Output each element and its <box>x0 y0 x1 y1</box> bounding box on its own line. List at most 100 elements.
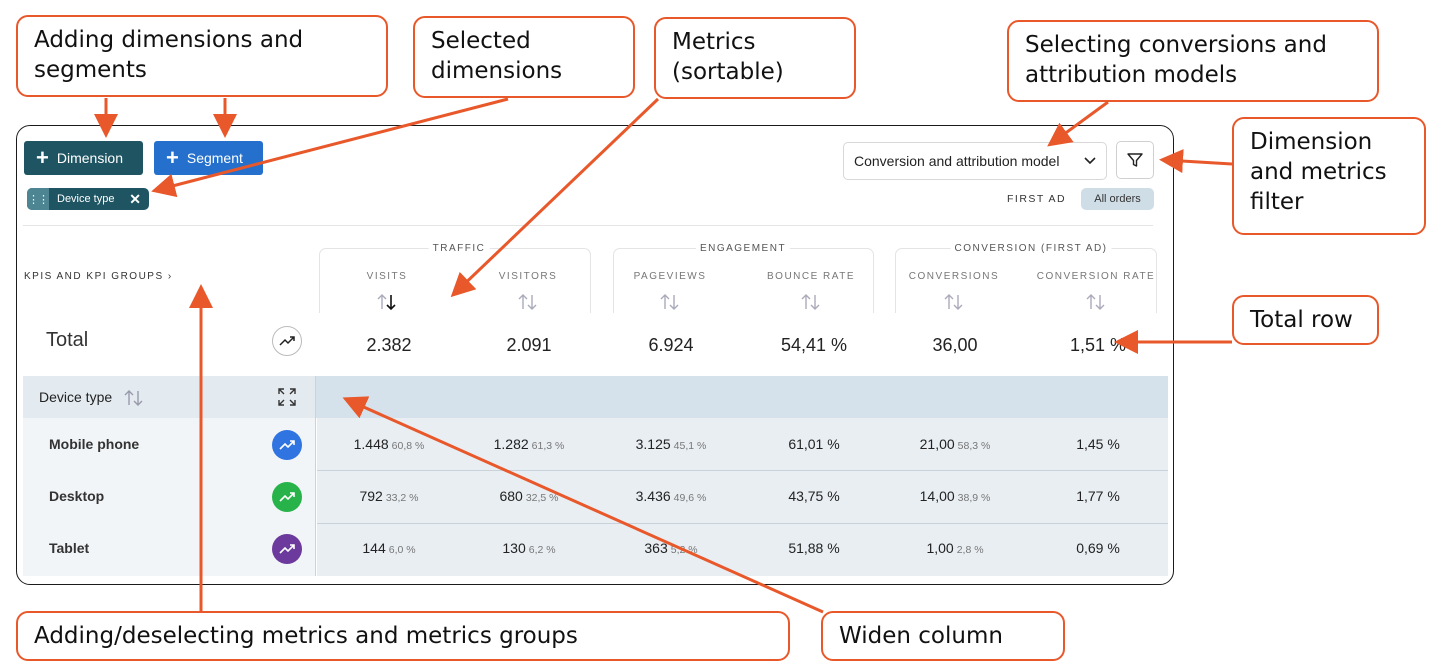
table-cell: 43,75 % <box>788 488 839 504</box>
sort-icon[interactable] <box>1084 292 1108 312</box>
metric-header-bounce-rate[interactable]: BOUNCE RATE <box>767 271 855 282</box>
cell-value: 1,45 % <box>1076 436 1120 452</box>
cell-value: 51,88 % <box>788 540 840 556</box>
close-icon[interactable]: ✕ <box>129 190 141 207</box>
add-segment-label: Segment <box>186 150 243 166</box>
drag-handle-icon[interactable]: ⋮⋮ <box>27 188 49 210</box>
cell-share: 32,5 % <box>525 492 559 504</box>
plus-icon: + <box>166 145 179 170</box>
attribution-model-label: Conversion and attribution model <box>854 153 1060 169</box>
total-pageviews: 6.924 <box>648 335 694 355</box>
total-visitors: 2.091 <box>506 335 552 355</box>
divider <box>23 225 1153 226</box>
expand-icon[interactable] <box>278 388 296 406</box>
plus-icon: + <box>36 145 49 170</box>
group-title-traffic: TRAFFIC <box>428 243 490 254</box>
cell-value: 1.282 <box>493 436 529 452</box>
metric-header-pageviews[interactable]: PAGEVIEWS <box>633 271 707 282</box>
kpi-groups-selector[interactable]: KPIS AND KPI GROUPS › <box>24 271 173 282</box>
cell-share: 45,1 % <box>673 440 707 452</box>
group-title-engagement: ENGAGEMENT <box>695 243 791 254</box>
dimension-table: Device type Mobile phone 1.448 60,8 % 1.282… <box>23 376 1169 576</box>
row-trend-button[interactable] <box>272 430 302 460</box>
trend-icon <box>279 544 295 554</box>
metric-header-conversions[interactable]: CONVERSIONS <box>908 271 1000 282</box>
cell-value: 1.448 <box>353 436 389 452</box>
cell-value: 792 <box>359 488 383 504</box>
sort-icon[interactable] <box>799 292 823 312</box>
cell-value: 130 <box>502 540 526 556</box>
filter-icon <box>1127 153 1143 167</box>
chevron-down-icon <box>1084 157 1096 165</box>
row-label: Tablet <box>49 540 90 556</box>
cell-value: 14,00 <box>919 488 955 504</box>
callout-adding-dimensions: Adding dimensions and segments <box>16 15 388 97</box>
all-orders-toggle[interactable]: All orders <box>1081 188 1154 210</box>
sort-icon[interactable] <box>516 292 540 312</box>
sort-icon[interactable] <box>658 292 682 312</box>
report-panel: + Dimension + Segment ⋮⋮ Device type ✕ C… <box>16 125 1174 585</box>
metric-header-visits[interactable]: VISITS <box>366 271 408 282</box>
total-visits: 2.382 <box>366 335 412 355</box>
cell-value: 1,77 % <box>1076 488 1120 504</box>
table-cell: 1.448 60,8 % <box>354 436 425 452</box>
add-dimension-label: Dimension <box>56 150 123 166</box>
table-cell: 680 32,5 % <box>499 488 558 504</box>
table-cell: 1,77 % <box>1076 488 1120 504</box>
cell-value: 3.436 <box>635 488 671 504</box>
callout-widen-column: Widen column <box>821 611 1065 661</box>
cell-value: 1,00 <box>926 540 954 556</box>
selected-dimension-chip[interactable]: ⋮⋮ Device type ✕ <box>27 188 149 210</box>
dimension-header-title: Device type <box>39 389 113 405</box>
sort-icon[interactable] <box>375 292 399 312</box>
cell-value: 21,00 <box>919 436 955 452</box>
metric-header-conversion-rate[interactable]: CONVERSION RATE <box>1036 271 1156 282</box>
dimension-header-cell: Device type <box>23 376 316 418</box>
trend-icon <box>279 492 295 502</box>
total-bounce-rate: 54,41 % <box>780 335 848 355</box>
table-cell: 0,69 % <box>1076 540 1120 556</box>
cell-share: 38,9 % <box>957 492 991 504</box>
total-trend-button[interactable] <box>272 326 302 356</box>
trend-icon <box>279 336 295 346</box>
row-trend-button[interactable] <box>272 482 302 512</box>
table-cell: 363 5,2 % <box>644 540 697 556</box>
trend-icon <box>279 440 295 450</box>
cell-value: 61,01 % <box>788 436 840 452</box>
table-cell: 61,01 % <box>788 436 839 452</box>
table-cell: 144 6,0 % <box>362 540 415 556</box>
cell-value: 3.125 <box>635 436 671 452</box>
row-trend-button[interactable] <box>272 534 302 564</box>
cell-share: 6,0 % <box>388 544 416 556</box>
add-segment-button[interactable]: + Segment <box>154 141 263 175</box>
table-cell: 3.125 45,1 % <box>636 436 707 452</box>
metric-header-visitors[interactable]: VISITORS <box>498 271 558 282</box>
cell-share: 60,8 % <box>391 440 425 452</box>
callout-adding-metrics: Adding/deselecting metrics and metrics g… <box>16 611 790 661</box>
cell-share: 58,3 % <box>957 440 991 452</box>
callout-metrics-sortable: Metrics (sortable) <box>654 17 856 99</box>
table-cell: 14,00 38,9 % <box>920 488 991 504</box>
row-separator <box>317 523 1168 524</box>
cell-value: 43,75 % <box>788 488 840 504</box>
total-conversion-rate: 1,51 % <box>1069 335 1127 355</box>
sort-icon[interactable] <box>942 292 966 312</box>
group-title-conversion: CONVERSION (FIRST AD) <box>950 243 1112 254</box>
callout-dimension-filter: Dimension and metrics filter <box>1232 117 1426 235</box>
sort-icon[interactable] <box>123 388 145 408</box>
cell-share: 49,6 % <box>673 492 707 504</box>
cell-value: 144 <box>362 540 386 556</box>
cell-value: 0,69 % <box>1076 540 1120 556</box>
total-conversions: 36,00 <box>932 335 978 355</box>
table-cell: 130 6,2 % <box>502 540 555 556</box>
row-label: Mobile phone <box>49 436 140 452</box>
row-separator <box>317 470 1168 471</box>
add-dimension-button[interactable]: + Dimension <box>24 141 143 175</box>
filter-button[interactable] <box>1116 141 1154 179</box>
cell-value: 363 <box>644 540 668 556</box>
attribution-model-select[interactable]: Conversion and attribution model <box>843 142 1107 180</box>
table-cell: 1,00 2,8 % <box>926 540 983 556</box>
callout-total-row: Total row <box>1232 295 1379 345</box>
row-label: Desktop <box>49 488 105 504</box>
table-cell: 1.282 61,3 % <box>494 436 565 452</box>
